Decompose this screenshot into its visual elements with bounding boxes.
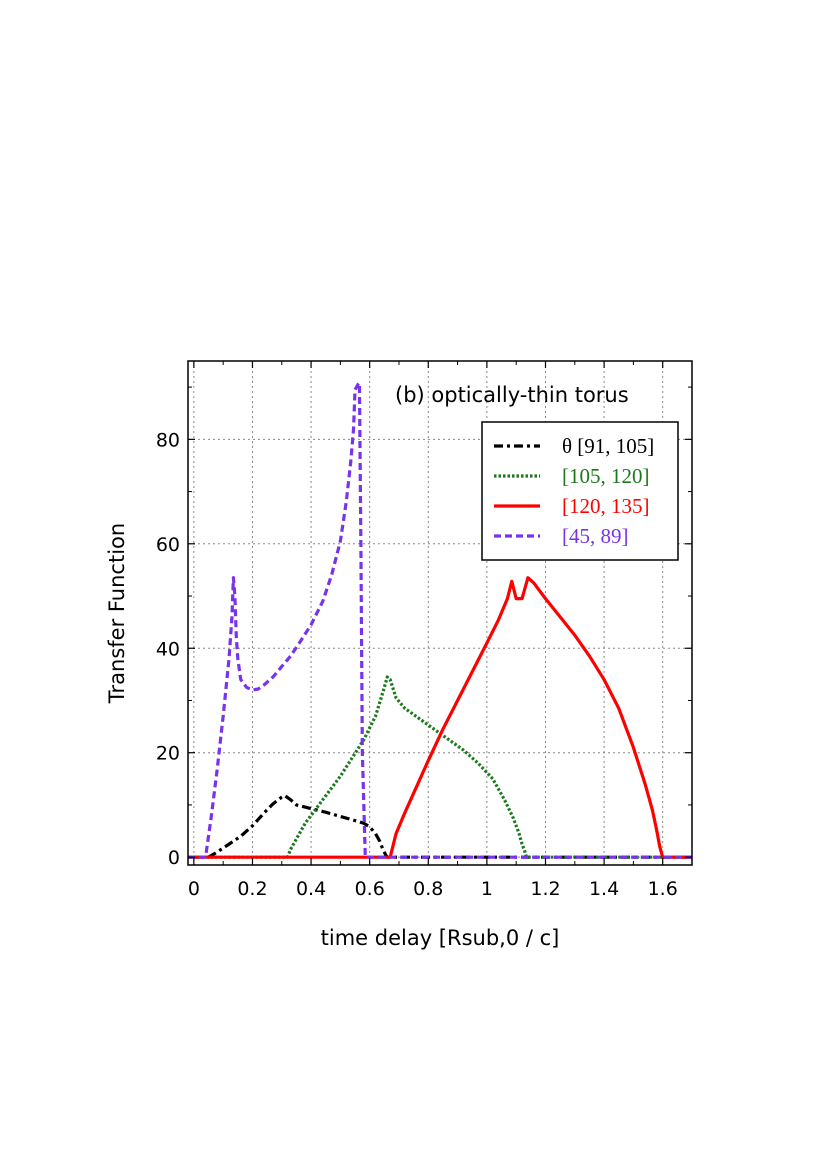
tick-labels: 0 0.2 0.4 0.6 0.8 1 1.2 1.4 1.6 0 20 40 60 80: [156, 429, 678, 900]
x-tick-label: 0.4: [296, 878, 326, 900]
x-tick-label: 0.8: [413, 878, 443, 900]
x-tick-label: 0.2: [237, 878, 267, 900]
series-line-4: [188, 381, 692, 859]
legend-label-3: [120, 135]: [562, 494, 650, 518]
legend-label-4: [45, 89]: [562, 524, 629, 548]
series-lines: [188, 381, 692, 859]
chart-annotation: (b) optically-thin torus: [395, 383, 629, 407]
x-axis-title: time delay [Rsub,0 / c]: [321, 926, 560, 950]
legend-label-1: θ [91, 105]: [562, 434, 654, 458]
y-tick-label: 40: [156, 638, 180, 660]
y-axis-title: Transfer Function: [105, 523, 129, 704]
x-tick-label: 1: [481, 878, 493, 900]
series-line-3: [188, 576, 692, 859]
series-line-1: [188, 793, 692, 859]
x-tick-label: 1.4: [589, 878, 619, 900]
x-tick-label: 0.6: [355, 878, 385, 900]
y-tick-label: 80: [156, 429, 180, 451]
x-tick-label: 1.6: [648, 878, 678, 900]
y-tick-label: 60: [156, 534, 180, 556]
y-tick-label: 0: [168, 847, 180, 869]
axis-ticks: [188, 361, 693, 865]
legend: θ [91, 105] [105, 120] [120, 135] [45, 89]: [481, 421, 679, 561]
plot-frame: [187, 360, 693, 866]
x-tick-label: 0: [188, 878, 200, 900]
series-line-2: [188, 675, 692, 859]
x-tick-label: 1.2: [530, 878, 560, 900]
y-tick-label: 20: [156, 743, 180, 765]
legend-label-2: [105, 120]: [562, 464, 650, 488]
